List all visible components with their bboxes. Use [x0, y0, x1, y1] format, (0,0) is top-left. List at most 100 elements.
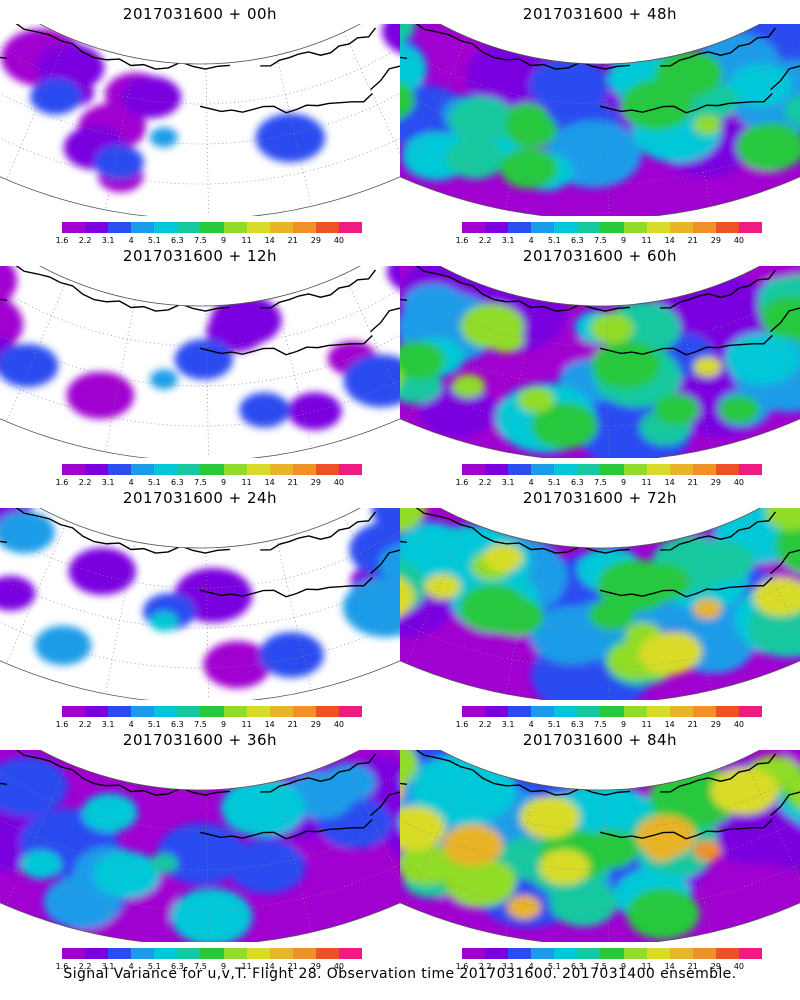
colorbar-tick-label: 7.5: [594, 236, 607, 245]
colorbar-tick-label: 6.3: [171, 962, 184, 971]
colorbar-swatch: [485, 948, 509, 959]
colorbar-swatch: [623, 706, 647, 717]
colorbar-tick-label: 4: [128, 962, 134, 971]
colorbar-tick-label: 5.1: [147, 720, 161, 729]
colorbar-tick-label: 1.6: [55, 478, 69, 487]
colorbar-swatch: [108, 222, 132, 233]
colorbar-swatch: [531, 464, 555, 475]
colorbar-swatch: [154, 222, 178, 233]
colorbar-swatch: [692, 948, 716, 959]
panel-title: 2017031600 + 48h: [522, 5, 678, 23]
colorbar-tick-label: 29: [310, 236, 321, 245]
colorbar-swatch: [646, 464, 670, 475]
colorbar-swatch: [600, 948, 624, 959]
colorbar-labels: 1.6 2.2 3.1 4 5.1 6.3 7.5 9 11 14 21 29 40: [456, 478, 762, 488]
colorbar-tick-label: 14: [264, 720, 275, 729]
panel-title: 2017031600 + 00h: [122, 5, 278, 23]
colorbar-swatch: [623, 464, 647, 475]
colorbar-tick-label: 2.2: [78, 720, 92, 729]
colorbar-tick-label: 11: [241, 478, 252, 487]
colorbar-tick-label: 4: [128, 478, 134, 487]
colorbar-swatch: [223, 464, 247, 475]
colorbar-swatch: [108, 706, 132, 717]
colorbar-swatch: [223, 222, 247, 233]
colorbar-tick-label: 4: [128, 236, 134, 245]
colorbar-swatch: [338, 222, 363, 233]
colorbar-swatch: [131, 948, 155, 959]
colorbar-tick-label: 3.1: [101, 478, 115, 487]
colorbar-tick-label: 6.3: [571, 720, 584, 729]
colorbar-swatch: [531, 706, 555, 717]
colorbar-swatch: [462, 464, 486, 475]
colorbar-tick-label: 6.3: [171, 478, 184, 487]
colorbar-swatch: [554, 222, 578, 233]
colorbar-swatch: [577, 464, 601, 475]
colorbar: [462, 464, 763, 475]
colorbar-tick-label: 14: [664, 962, 675, 971]
colorbar-swatch: [508, 706, 532, 717]
colorbar-tick-label: 14: [264, 236, 275, 245]
colorbar-tick-label: 6.3: [571, 962, 584, 971]
colorbar-tick-label: 11: [641, 962, 652, 971]
colorbar-tick-label: 1.6: [455, 720, 469, 729]
colorbar-swatch: [669, 948, 693, 959]
colorbar-swatch: [554, 706, 578, 717]
colorbar-tick-label: 9: [220, 236, 227, 245]
colorbar-swatch: [62, 948, 86, 959]
colorbar-swatch: [154, 948, 178, 959]
variance-map: [400, 750, 800, 942]
variance-map: [400, 266, 800, 458]
colorbar-swatch: [246, 222, 270, 233]
colorbar-tick-label: 5.1: [147, 962, 161, 971]
colorbar-swatch: [646, 948, 670, 959]
colorbar-swatch: [177, 464, 201, 475]
colorbar-swatch: [508, 948, 532, 959]
colorbar-tick-label: 7.5: [594, 720, 607, 729]
colorbar-labels: 1.6 2.2 3.1 4 5.1 6.3 7.5 9 11 14 21 29 40: [456, 962, 762, 972]
colorbar-tick-label: 3.1: [501, 962, 515, 971]
colorbar-swatch: [292, 948, 316, 959]
colorbar-tick-label: 21: [287, 720, 298, 729]
colorbar-swatch: [623, 948, 647, 959]
map-panel: 2017031600 + 12h 1.6 2.2 3.1 4 5.1 6.3 7.5 9 11 14…: [0, 242, 400, 492]
colorbar-swatch: [269, 464, 293, 475]
colorbar-tick-label: 21: [687, 962, 698, 971]
colorbar-swatch: [738, 464, 763, 475]
colorbar-swatch: [692, 706, 716, 717]
colorbar-swatch: [692, 222, 716, 233]
map-panel: 2017031600 + 24h 1.6 2.2 3.1 4 5.1 6.3 7.5 9 11 14…: [0, 484, 400, 734]
colorbar-tick-label: 7.5: [194, 478, 207, 487]
colorbar-swatch: [508, 464, 532, 475]
colorbar-tick-label: 9: [620, 478, 627, 487]
colorbar: [462, 706, 763, 717]
colorbar-swatch: [177, 222, 201, 233]
colorbar-swatch: [738, 222, 763, 233]
colorbar-tick-label: 40: [333, 962, 345, 971]
colorbar-tick-label: 4: [528, 236, 534, 245]
colorbar-tick-label: 40: [733, 478, 745, 487]
colorbar-swatch: [577, 948, 601, 959]
colorbar-tick-label: 3.1: [501, 478, 515, 487]
map-panel: 2017031600 + 00h 1.6 2.2 3.1 4 5.1 6.3 7.5 9 11 14…: [0, 0, 400, 250]
colorbar-tick-label: 40: [733, 236, 745, 245]
colorbar-tick-label: 14: [264, 478, 275, 487]
variance-map: [0, 266, 400, 458]
colorbar-tick-label: 1.6: [455, 236, 469, 245]
colorbar-tick-label: 29: [310, 478, 321, 487]
colorbar-tick-label: 2.2: [78, 478, 92, 487]
colorbar-tick-label: 9: [620, 236, 627, 245]
colorbar-swatch: [62, 222, 86, 233]
colorbar-tick-label: 2.2: [478, 236, 492, 245]
colorbar-swatch: [200, 706, 224, 717]
colorbar-tick-label: 9: [620, 720, 627, 729]
colorbar-swatch: [669, 464, 693, 475]
colorbar-swatch: [200, 464, 224, 475]
colorbar-swatch: [669, 706, 693, 717]
colorbar-tick-label: 5.1: [147, 478, 161, 487]
colorbar-tick-label: 2.2: [478, 720, 492, 729]
colorbar-tick-label: 7.5: [594, 962, 607, 971]
colorbar-swatch: [485, 464, 509, 475]
colorbar-swatch: [554, 948, 578, 959]
colorbar-tick-label: 40: [333, 478, 345, 487]
variance-map: [400, 24, 800, 216]
